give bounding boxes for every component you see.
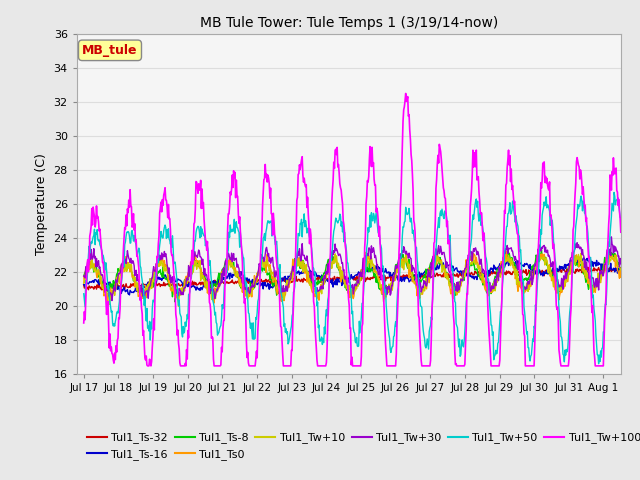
- Title: MB Tule Tower: Tule Temps 1 (3/19/14-now): MB Tule Tower: Tule Temps 1 (3/19/14-now…: [200, 16, 498, 30]
- Y-axis label: Temperature (C): Temperature (C): [35, 153, 48, 255]
- Text: MB_tule: MB_tule: [82, 44, 138, 57]
- Legend: Tul1_Ts-32, Tul1_Ts-16, Tul1_Ts-8, Tul1_Ts0, Tul1_Tw+10, Tul1_Tw+30, Tul1_Tw+50,: Tul1_Ts-32, Tul1_Ts-16, Tul1_Ts-8, Tul1_…: [83, 428, 640, 464]
